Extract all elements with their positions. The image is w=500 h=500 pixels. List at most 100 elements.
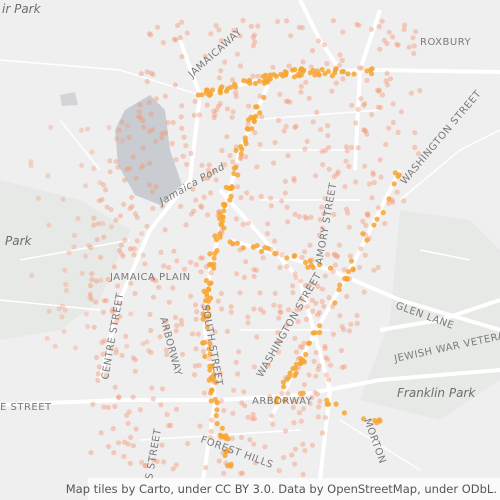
data-point xyxy=(361,127,367,133)
data-point xyxy=(105,404,112,411)
data-point xyxy=(221,470,227,476)
data-point xyxy=(277,309,283,315)
data-point xyxy=(108,224,114,230)
data-point xyxy=(368,71,375,77)
data-point xyxy=(291,398,297,404)
data-point xyxy=(196,112,202,118)
data-point xyxy=(235,172,241,178)
data-point xyxy=(153,278,159,284)
data-point xyxy=(188,150,194,156)
data-point xyxy=(241,274,247,280)
data-point xyxy=(300,471,306,478)
data-point xyxy=(173,406,179,412)
data-point xyxy=(251,416,258,422)
data-point xyxy=(101,338,107,344)
data-point xyxy=(354,320,360,326)
data-point xyxy=(129,194,135,200)
data-point xyxy=(212,233,218,239)
data-point xyxy=(144,69,150,75)
data-point xyxy=(227,153,233,159)
data-point xyxy=(293,349,299,355)
data-point xyxy=(277,91,283,97)
data-point xyxy=(95,371,101,377)
data-point xyxy=(218,68,224,74)
data-point xyxy=(222,452,228,459)
data-point xyxy=(326,294,332,301)
data-point xyxy=(353,179,359,185)
data-point xyxy=(158,402,164,408)
data-point xyxy=(252,460,259,466)
data-point xyxy=(252,130,258,136)
data-point xyxy=(151,457,157,463)
data-point xyxy=(260,255,266,261)
data-point xyxy=(202,353,208,359)
data-point xyxy=(258,248,265,255)
data-point xyxy=(126,166,133,172)
data-point xyxy=(159,203,165,209)
data-point xyxy=(231,165,237,171)
data-point xyxy=(163,347,169,353)
data-point xyxy=(173,37,179,43)
data-point xyxy=(62,307,68,313)
data-point xyxy=(114,317,120,323)
data-point xyxy=(394,189,400,195)
data-point xyxy=(182,266,188,272)
data-point xyxy=(316,38,322,44)
data-point xyxy=(122,177,128,183)
data-point xyxy=(97,254,104,260)
data-point xyxy=(190,186,196,192)
data-point xyxy=(35,195,42,201)
data-point xyxy=(291,175,297,181)
data-point xyxy=(205,167,211,173)
data-point xyxy=(254,164,260,170)
data-point xyxy=(272,139,278,146)
data-point xyxy=(245,220,251,226)
data-point xyxy=(224,106,231,112)
data-point xyxy=(116,440,122,446)
data-point xyxy=(107,158,113,164)
data-point xyxy=(314,109,320,115)
data-point xyxy=(112,384,118,390)
data-point xyxy=(332,300,338,306)
data-point xyxy=(115,395,122,401)
data-point xyxy=(283,428,289,434)
data-point xyxy=(46,222,52,228)
data-point xyxy=(347,253,353,259)
data-point xyxy=(28,272,35,278)
data-point xyxy=(198,203,204,209)
data-point xyxy=(103,187,109,193)
data-point xyxy=(306,372,312,378)
data-point xyxy=(315,366,321,372)
data-point xyxy=(173,157,179,163)
data-point xyxy=(270,64,276,70)
data-point xyxy=(88,244,94,250)
data-point xyxy=(277,303,283,309)
data-point xyxy=(316,404,322,410)
data-point xyxy=(375,264,381,270)
data-point xyxy=(208,190,214,196)
data-point xyxy=(131,252,137,258)
data-point xyxy=(172,82,178,88)
data-point xyxy=(235,184,241,190)
data-point xyxy=(205,175,211,181)
data-point xyxy=(125,441,131,447)
data-point xyxy=(200,255,206,261)
data-point xyxy=(243,154,249,160)
data-point xyxy=(117,247,123,254)
data-point xyxy=(331,211,337,218)
data-point xyxy=(214,421,220,427)
data-point xyxy=(266,77,272,83)
data-point xyxy=(100,351,106,357)
data-point xyxy=(371,180,377,186)
data-point xyxy=(318,126,324,133)
data-point xyxy=(379,18,385,24)
data-point xyxy=(93,278,100,284)
data-point xyxy=(302,448,308,454)
data-point xyxy=(132,357,138,363)
data-point xyxy=(164,352,170,358)
data-point xyxy=(196,362,202,368)
data-point xyxy=(105,276,111,283)
data-point xyxy=(274,395,280,401)
data-point xyxy=(142,261,148,267)
data-point xyxy=(322,343,328,349)
